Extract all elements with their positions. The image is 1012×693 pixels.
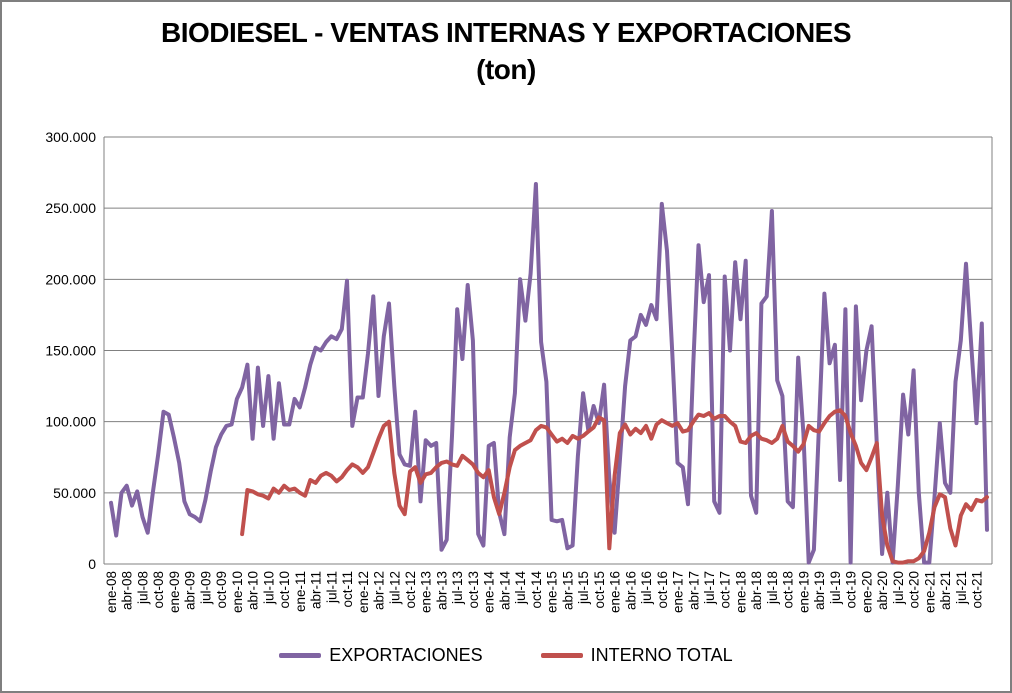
x-tick-label: oct-15 xyxy=(592,571,607,609)
x-tick-label: oct-12 xyxy=(403,571,418,609)
x-tick-label: jul-11 xyxy=(324,571,339,604)
x-tick-label: oct-09 xyxy=(214,571,229,609)
x-tick-label: jul-18 xyxy=(765,571,780,605)
x-tick-label: ene-09 xyxy=(167,571,182,613)
x-tick-label: ene-18 xyxy=(733,571,748,613)
x-tick-label: ene-10 xyxy=(230,571,245,613)
legend-item-interno-total: INTERNO TOTAL xyxy=(540,645,733,666)
x-tick-label: abr-15 xyxy=(560,571,575,610)
x-tick-label: jul-14 xyxy=(513,571,528,606)
x-tick-label: ene-08 xyxy=(104,571,119,613)
x-tick-label: abr-10 xyxy=(246,571,261,610)
x-tick-label: jul-20 xyxy=(891,571,906,605)
exportaciones-line-swatch xyxy=(279,653,322,658)
x-tick-label: abr-20 xyxy=(875,571,890,610)
y-tick-label: 100.000 xyxy=(45,414,96,430)
x-tick-label: ene-20 xyxy=(859,571,874,613)
y-tick-label: 300.000 xyxy=(45,129,96,145)
x-tick-label: oct-19 xyxy=(844,571,859,609)
x-tick-label: oct-20 xyxy=(907,571,922,609)
x-tick-label: abr-21 xyxy=(938,571,953,610)
x-tick-label: jul-21 xyxy=(954,571,969,605)
x-tick-label: ene-17 xyxy=(671,571,686,613)
x-tick-label: ene-11 xyxy=(293,571,308,612)
x-tick-label: jul-10 xyxy=(261,571,276,605)
chart-title-line1: BIODIESEL - VENTAS INTERNAS Y EXPORTACIO… xyxy=(160,17,852,48)
legend-label-exportaciones: EXPORTACIONES xyxy=(329,645,483,665)
x-tick-label: oct-17 xyxy=(718,571,733,609)
x-tick-label: oct-10 xyxy=(277,571,292,609)
x-tick-label: abr-09 xyxy=(183,571,198,610)
x-tick-label: ene-21 xyxy=(922,571,937,613)
y-tick-label: 150.000 xyxy=(45,343,96,359)
x-tick-label: jul-16 xyxy=(639,571,654,605)
x-tick-label: oct-14 xyxy=(529,571,544,609)
interno-total-line-swatch xyxy=(540,653,583,658)
x-tick-label: oct-21 xyxy=(970,571,985,609)
x-tick-label: abr-13 xyxy=(434,571,449,610)
y-tick-label: 250.000 xyxy=(45,200,96,216)
x-tick-label: jul-09 xyxy=(198,571,213,605)
x-tick-label: oct-18 xyxy=(781,571,796,609)
x-tick-label: oct-13 xyxy=(466,571,481,609)
x-tick-label: abr-14 xyxy=(497,571,512,611)
x-tick-label: abr-17 xyxy=(686,571,701,610)
x-tick-label: ene-13 xyxy=(419,571,434,613)
x-tick-label: jul-15 xyxy=(576,571,591,605)
y-tick-label: 0 xyxy=(88,556,96,572)
x-tick-label: abr-18 xyxy=(749,571,764,610)
x-tick-label: oct-16 xyxy=(655,571,670,609)
x-tick-label: jul-12 xyxy=(387,571,402,605)
legend-item-exportaciones: EXPORTACIONES xyxy=(279,645,483,666)
y-tick-label: 50.000 xyxy=(53,485,96,501)
y-tick-label: 200.000 xyxy=(45,271,96,287)
series-line-exportaciones xyxy=(109,182,989,565)
x-tick-label: ene-19 xyxy=(796,571,811,613)
x-tick-label: jul-19 xyxy=(828,571,843,605)
legend-label-interno-total: INTERNO TOTAL xyxy=(590,645,733,665)
x-tick-label: ene-14 xyxy=(482,571,497,614)
chart-title: BIODIESEL - VENTAS INTERNAS Y EXPORTACIO… xyxy=(2,16,1010,90)
x-tick-label: jul-17 xyxy=(702,571,717,605)
chart-title-line2: (ton) xyxy=(476,54,536,85)
x-tick-label: abr-11 xyxy=(309,571,324,609)
x-tick-label: oct-11 xyxy=(340,571,355,608)
x-tick-label: abr-08 xyxy=(120,571,135,610)
x-tick-label: oct-08 xyxy=(151,571,166,609)
x-tick-label: abr-16 xyxy=(623,571,638,610)
x-tick-label: abr-19 xyxy=(812,571,827,610)
x-tick-label: jul-08 xyxy=(135,571,150,605)
x-tick-label: jul-13 xyxy=(450,571,465,605)
series-line-interno-total xyxy=(240,408,989,565)
legend: EXPORTACIONES INTERNO TOTAL xyxy=(2,645,1010,666)
x-tick-label: ene-16 xyxy=(608,571,623,613)
x-tick-label: ene-15 xyxy=(545,571,560,613)
x-tick-label: abr-12 xyxy=(372,571,387,610)
x-tick-label: ene-12 xyxy=(356,571,371,613)
